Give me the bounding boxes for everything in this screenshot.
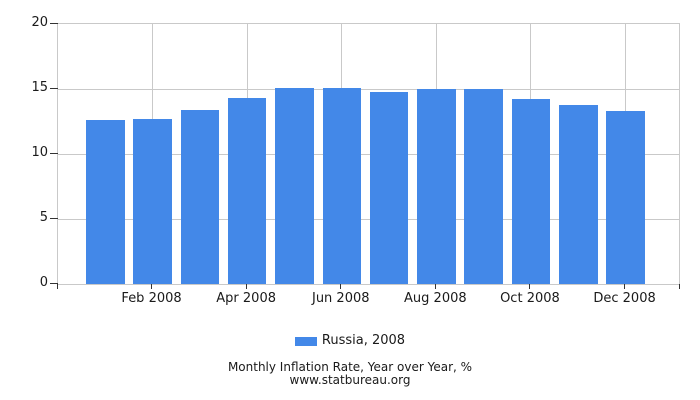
x-axis-tick	[529, 284, 531, 289]
title-block: Monthly Inflation Rate, Year over Year, …	[0, 361, 700, 387]
y-axis-label: 10	[31, 145, 48, 160]
bar-month-3	[180, 109, 220, 284]
x-axis-label: Jun 2008	[311, 291, 370, 306]
bar-month-6	[322, 87, 361, 284]
y-axis-tick	[50, 282, 58, 284]
y-axis-tick	[50, 152, 58, 154]
bar-month-1	[86, 120, 125, 284]
y-gridline	[58, 88, 679, 90]
x-axis-label: Oct 2008	[500, 291, 560, 306]
y-axis-label: 0	[39, 275, 48, 290]
chart-subtitle: www.statbureau.org	[289, 373, 411, 387]
bar-month-12	[606, 111, 645, 284]
bar-month-8	[417, 89, 456, 284]
y-gridline	[58, 153, 679, 155]
legend: Russia, 2008	[0, 333, 700, 349]
x-axis-tick	[245, 284, 247, 289]
x-axis-label: Apr 2008	[216, 291, 276, 306]
y-gridline	[58, 218, 679, 220]
legend-swatch-russia	[294, 336, 317, 346]
bar-month-4	[227, 98, 267, 284]
bar-month-9	[464, 89, 503, 284]
x-axis-end-tick	[56, 284, 58, 289]
x-axis-tick	[151, 284, 153, 289]
x-axis-label: Feb 2008	[121, 291, 182, 306]
x-axis-end-tick	[678, 284, 680, 289]
bar-month-2	[133, 118, 172, 284]
x-axis-tick	[340, 284, 342, 289]
bar-month-11	[559, 104, 598, 284]
x-axis-tick	[624, 284, 626, 289]
y-axis-tick	[50, 22, 58, 24]
chart-title: Monthly Inflation Rate, Year over Year, …	[227, 360, 473, 374]
y-axis-tick	[50, 217, 58, 219]
plot-area	[57, 23, 680, 285]
x-axis-tick	[434, 284, 436, 289]
bar-month-10	[511, 99, 551, 284]
y-axis-label: 15	[31, 80, 48, 95]
y-axis-tick	[50, 87, 58, 89]
y-axis-label: 20	[31, 15, 48, 30]
legend-label: Russia, 2008	[321, 333, 406, 348]
bar-month-7	[369, 91, 409, 284]
x-axis-label: Aug 2008	[404, 291, 467, 306]
y-axis-label: 5	[39, 210, 48, 225]
bar-month-5	[275, 87, 314, 284]
x-axis-label: Dec 2008	[593, 291, 656, 306]
